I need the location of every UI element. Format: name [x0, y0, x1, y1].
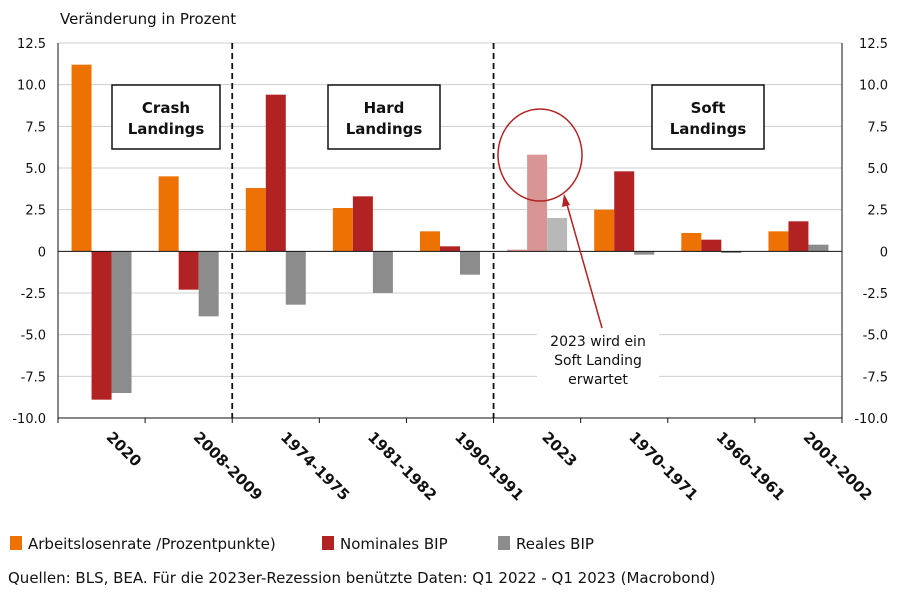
bar-arbeitslosenrate-1990-1991: [420, 231, 440, 252]
bar-nominales-bip-2020: [91, 251, 112, 400]
x-tick-label: 1960-1961: [713, 428, 789, 504]
legend-swatch-reales-bip: [498, 536, 510, 550]
y-tick-label-right: 12.5: [859, 37, 888, 52]
annotation-arrow-line: [565, 200, 603, 329]
bar-nominales-bip-1990-1991: [440, 246, 460, 252]
source-note: Quellen: BLS, BEA. Für die 2023er-Rezess…: [8, 569, 715, 587]
legend-label-reales-bip: Reales BIP: [516, 535, 594, 553]
legend: Arbeitslosenrate /Prozentpunkte) Nominal…: [10, 535, 594, 553]
y-tick-label-left: 10.0: [17, 79, 46, 94]
bar-reales-bip-1960-1961: [721, 251, 742, 253]
legend-label-arbeitslosenrate: Arbeitslosenrate /Prozentpunkte): [28, 535, 276, 553]
bar-reales-bip-2001-2002: [808, 244, 829, 252]
group-dividers: [231, 43, 495, 418]
annotation-arrowhead: [562, 194, 570, 207]
bar-reales-bip-2020: [111, 251, 132, 393]
bar-nominales-bip-1974-1975: [265, 94, 286, 252]
group-label-soft: Soft Landings: [651, 84, 765, 150]
bar-nominales-bip-2008-2009: [178, 251, 199, 290]
x-axis-labels: 2020 2008-2009 1974-1975 1981-1982 1990-1991…: [103, 428, 876, 504]
y-tick-label-left: 0: [38, 245, 46, 260]
bar-arbeitslosenrate-1970-1971: [594, 209, 615, 252]
bar-nominales-bip-1981-1982: [352, 196, 373, 252]
x-tick-label: 1970-1971: [625, 428, 701, 504]
bar-reales-bip-1970-1971: [634, 251, 655, 255]
bar-nominales-bip-2023: [527, 154, 548, 252]
group-label-crash: Crash Landings: [111, 84, 221, 150]
bar-nominales-bip-1970-1971: [614, 171, 635, 252]
y-tick-label-left: -10.0: [12, 412, 46, 427]
x-tick-label: 2023: [538, 428, 580, 470]
y-tick-label-left: -2.5: [21, 287, 46, 302]
group-label-line2: Landings: [670, 120, 747, 138]
bars: [71, 64, 829, 400]
group-label-line1: Crash: [142, 99, 190, 117]
bar-reales-bip-1990-1991: [460, 251, 480, 275]
y-tick-label-left: -5.0: [21, 329, 46, 344]
x-tick-label: 2008-2009: [190, 428, 266, 504]
y-tick-label-left: -7.5: [21, 370, 46, 385]
y-axis-right: 12.5 10.0 7.5 5.0 2.5 0 -2.5 -5.0 -7.5 -10.0: [854, 37, 888, 427]
bar-reales-bip-2023: [547, 218, 568, 252]
bar-reales-bip-1981-1982: [372, 251, 393, 293]
x-tick-label: 2001-2002: [800, 428, 876, 504]
y-tick-label-right: 0: [880, 245, 888, 260]
legend-label-nominales-bip: Nominales BIP: [340, 535, 448, 553]
bar-arbeitslosenrate-2020: [71, 64, 92, 252]
y-tick-label-left: 7.5: [25, 120, 46, 135]
annotation: 2023 wird ein Soft Landing erwartet: [537, 330, 659, 390]
bar-arbeitslosenrate-2001-2002: [768, 231, 789, 252]
y-axis-title: Veränderung in Prozent: [60, 10, 236, 28]
y-tick-label-right: -2.5: [863, 287, 888, 302]
annotation-line2: Soft Landing: [554, 353, 642, 369]
bar-arbeitslosenrate-1981-1982: [332, 208, 353, 252]
x-tick-label: 1974-1975: [277, 428, 353, 504]
legend-swatch-arbeitslosenrate: [10, 536, 22, 550]
annotation-line1: 2023 wird ein: [550, 334, 646, 350]
axes: [57, 43, 843, 423]
x-tick-label: 2020: [103, 428, 145, 470]
y-tick-label-right: 2.5: [867, 204, 888, 219]
y-tick-label-left: 5.0: [25, 162, 46, 177]
annotation-line3: erwartet: [568, 372, 628, 388]
y-tick-label-right: -7.5: [863, 370, 888, 385]
x-tick-label: 1981-1982: [364, 428, 440, 504]
bar-reales-bip-2008-2009: [198, 251, 219, 317]
group-label-hard: Hard Landings: [327, 84, 441, 150]
bar-arbeitslosenrate-1960-1961: [681, 233, 702, 252]
bar-nominales-bip-1960-1961: [701, 239, 722, 252]
bar-arbeitslosenrate-1974-1975: [245, 188, 266, 252]
y-tick-label-right: 7.5: [867, 120, 888, 135]
group-label-line1: Soft: [691, 99, 726, 117]
group-label-line1: Hard: [364, 99, 405, 117]
group-label-line2: Landings: [128, 120, 205, 138]
bar-arbeitslosenrate-2008-2009: [158, 176, 179, 252]
y-tick-label-right: 10.0: [859, 79, 888, 94]
highlight-circle: [497, 108, 583, 202]
group-label-line2: Landings: [346, 120, 423, 138]
y-axis-left: 12.5 10.0 7.5 5.0 2.5 0 -2.5 -5.0 -7.5 -10.0: [12, 37, 46, 427]
bar-reales-bip-1974-1975: [285, 251, 306, 305]
y-tick-label-right: -10.0: [854, 412, 888, 427]
y-tick-label-right: 5.0: [867, 162, 888, 177]
bar-nominales-bip-2001-2002: [788, 221, 809, 252]
y-tick-label-right: -5.0: [863, 329, 888, 344]
y-tick-label-left: 2.5: [25, 204, 46, 219]
y-tick-label-left: 12.5: [17, 37, 46, 52]
bar-arbeitslosenrate-2023: [507, 249, 528, 252]
x-tick-label: 1990-1991: [451, 428, 527, 504]
legend-swatch-nominales-bip: [322, 536, 334, 550]
